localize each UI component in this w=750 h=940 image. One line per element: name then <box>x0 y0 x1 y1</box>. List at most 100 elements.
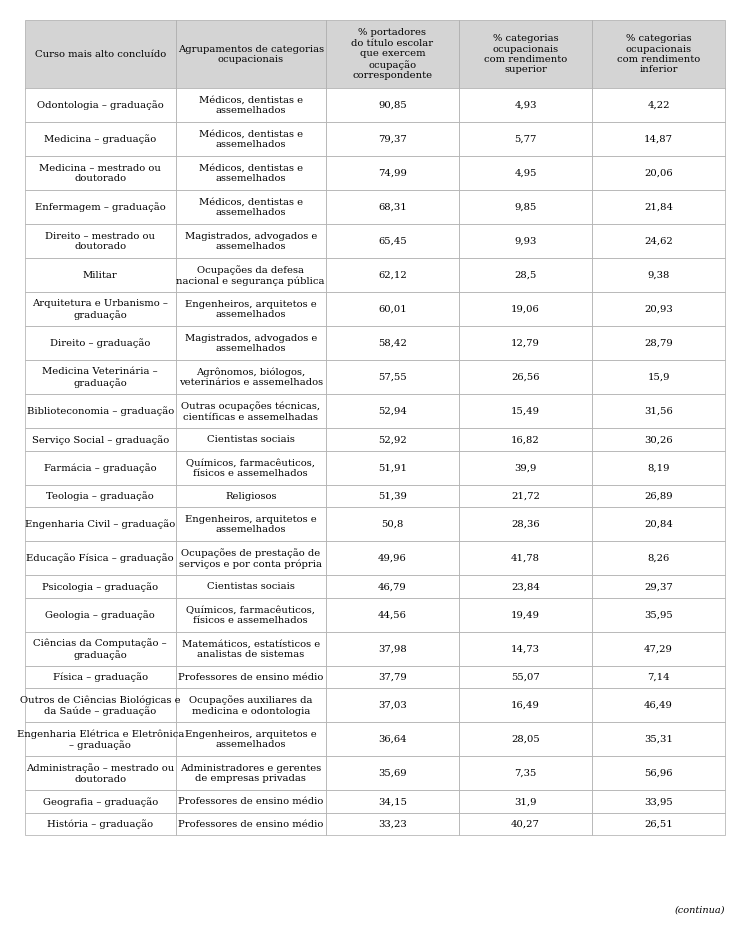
Bar <box>459 326 592 361</box>
Bar <box>592 88 725 122</box>
Text: 74,99: 74,99 <box>378 169 407 178</box>
Text: 49,96: 49,96 <box>378 554 406 563</box>
Text: 31,9: 31,9 <box>514 797 537 807</box>
Text: Direito – graduação: Direito – graduação <box>50 338 151 349</box>
Bar <box>326 451 459 485</box>
Text: Geografia – graduação: Geografia – graduação <box>43 797 158 807</box>
Bar <box>176 666 326 688</box>
Text: 79,37: 79,37 <box>378 135 406 144</box>
Text: Geologia – graduação: Geologia – graduação <box>45 610 155 619</box>
Bar <box>592 122 725 156</box>
Bar <box>25 791 176 813</box>
Bar <box>176 632 326 666</box>
Text: Medicina – graduação: Medicina – graduação <box>44 134 156 145</box>
Text: 37,79: 37,79 <box>378 673 406 682</box>
Bar <box>25 575 176 598</box>
Bar <box>176 122 326 156</box>
Bar <box>592 361 725 395</box>
Text: 9,85: 9,85 <box>514 203 537 212</box>
Text: 39,9: 39,9 <box>514 463 537 473</box>
Text: 5,77: 5,77 <box>514 135 537 144</box>
Text: Enfermagem – graduação: Enfermagem – graduação <box>34 203 166 212</box>
Bar <box>592 225 725 258</box>
Text: 60,01: 60,01 <box>378 305 406 314</box>
Text: Curso mais alto concluído: Curso mais alto concluído <box>34 50 166 58</box>
Text: Ocupações auxiliares da
medicina e odontologia: Ocupações auxiliares da medicina e odont… <box>189 696 313 715</box>
Bar <box>592 688 725 723</box>
Text: Cientistas sociais: Cientistas sociais <box>207 435 295 445</box>
Bar <box>459 813 592 836</box>
Bar <box>25 429 176 451</box>
Bar <box>326 666 459 688</box>
Text: Agrônomos, biólogos,
veterinários e assemelhados: Agrônomos, biólogos, veterinários e asse… <box>178 368 322 387</box>
Bar <box>459 632 592 666</box>
Text: 51,91: 51,91 <box>378 463 407 473</box>
Text: 65,45: 65,45 <box>378 237 406 246</box>
Bar <box>176 451 326 485</box>
Text: 35,69: 35,69 <box>378 769 406 778</box>
Text: Médicos, dentistas e
assemelhados: Médicos, dentistas e assemelhados <box>199 130 303 149</box>
Bar <box>25 451 176 485</box>
Text: Medicina Veterinária –
graduação: Medicina Veterinária – graduação <box>43 368 158 387</box>
Bar <box>592 757 725 791</box>
Text: 51,39: 51,39 <box>378 492 407 501</box>
Bar <box>176 813 326 836</box>
Text: 24,62: 24,62 <box>644 237 673 246</box>
Bar <box>459 598 592 632</box>
Bar <box>176 191 326 225</box>
Text: 28,5: 28,5 <box>514 271 537 280</box>
Text: 58,42: 58,42 <box>378 339 407 348</box>
Bar <box>592 666 725 688</box>
Text: Ocupações de prestação de
serviços e por conta própria: Ocupações de prestação de serviços e por… <box>179 548 322 569</box>
Bar <box>459 20 592 88</box>
Text: História – graduação: História – graduação <box>47 820 153 829</box>
Text: % categorias
ocupacionais
com rendimento
superior: % categorias ocupacionais com rendimento… <box>484 34 567 74</box>
Bar <box>176 791 326 813</box>
Text: Professores de ensino médio: Professores de ensino médio <box>178 797 323 807</box>
Bar <box>592 258 725 292</box>
Text: Outros de Ciências Biológicas e
da Saúde – graduação: Outros de Ciências Biológicas e da Saúde… <box>20 695 181 716</box>
Text: Outras ocupações técnicas,
científicas e assemelhadas: Outras ocupações técnicas, científicas e… <box>182 401 320 422</box>
Bar <box>25 598 176 632</box>
Bar <box>25 723 176 757</box>
Text: % portadores
do título escolar
que exercem
ocupação
correspondente: % portadores do título escolar que exerc… <box>352 28 434 80</box>
Text: 19,06: 19,06 <box>512 305 540 314</box>
Text: 30,26: 30,26 <box>644 435 673 445</box>
Text: 56,96: 56,96 <box>644 769 673 778</box>
Bar <box>176 225 326 258</box>
Bar <box>25 292 176 326</box>
Bar <box>326 541 459 575</box>
Text: 9,93: 9,93 <box>514 237 537 246</box>
Bar <box>326 757 459 791</box>
Text: Religiosos: Religiosos <box>225 492 277 501</box>
Text: Magistrados, advogados e
assemelhados: Magistrados, advogados e assemelhados <box>184 334 317 353</box>
Bar <box>592 723 725 757</box>
Bar <box>326 688 459 723</box>
Bar <box>176 575 326 598</box>
Bar <box>326 20 459 88</box>
Bar <box>25 156 176 191</box>
Bar <box>459 485 592 508</box>
Bar <box>459 395 592 429</box>
Text: 52,92: 52,92 <box>378 435 406 445</box>
Bar <box>326 258 459 292</box>
Text: Ocupações da defesa
nacional e segurança pública: Ocupações da defesa nacional e segurança… <box>176 265 325 286</box>
Bar <box>25 508 176 541</box>
Text: 12,79: 12,79 <box>511 339 540 348</box>
Bar <box>592 20 725 88</box>
Bar <box>25 757 176 791</box>
Text: 8,26: 8,26 <box>647 554 670 563</box>
Text: 29,37: 29,37 <box>644 582 673 591</box>
Text: 7,35: 7,35 <box>514 769 537 778</box>
Text: 21,84: 21,84 <box>644 203 673 212</box>
Text: 33,95: 33,95 <box>644 797 673 807</box>
Bar <box>176 20 326 88</box>
Text: 16,49: 16,49 <box>511 701 540 710</box>
Text: 52,94: 52,94 <box>378 407 407 416</box>
Text: Engenheiros, arquitetos e
assemelhados: Engenheiros, arquitetos e assemelhados <box>184 515 316 534</box>
Bar <box>25 88 176 122</box>
Bar <box>592 632 725 666</box>
Text: 57,55: 57,55 <box>378 373 406 382</box>
Bar <box>25 258 176 292</box>
Text: 33,23: 33,23 <box>378 820 406 829</box>
